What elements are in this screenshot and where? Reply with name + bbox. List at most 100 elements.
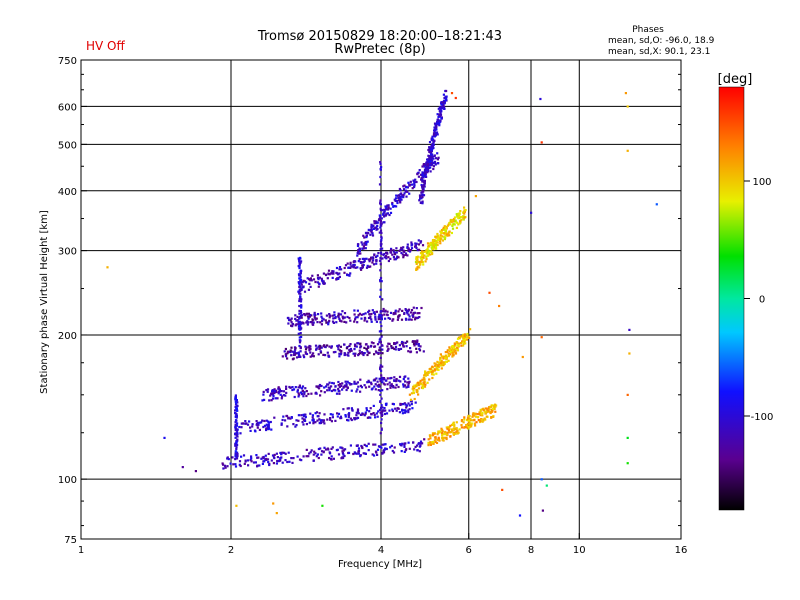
- data-point: [434, 440, 437, 443]
- data-point: [412, 389, 415, 392]
- data-point: [235, 406, 238, 409]
- data-point: [371, 225, 374, 228]
- data-point: [433, 160, 437, 163]
- data-point: [363, 236, 366, 239]
- data-point: [331, 276, 334, 279]
- data-point: [379, 389, 382, 392]
- data-point: [265, 428, 268, 432]
- data-point: [418, 248, 421, 251]
- data-point: [439, 113, 442, 116]
- data-point: [380, 243, 383, 246]
- data-point: [379, 263, 382, 266]
- data-point: [392, 385, 395, 388]
- data-point: [281, 418, 284, 422]
- data-point: [235, 441, 238, 444]
- data-point: [370, 388, 373, 391]
- data-point: [343, 454, 346, 458]
- data-point: [315, 385, 318, 388]
- data-point: [381, 376, 384, 379]
- data-point: [323, 391, 326, 394]
- data-point: [305, 312, 308, 315]
- data-point: [374, 416, 377, 419]
- data-point: [349, 263, 352, 266]
- data-point: [397, 379, 400, 382]
- data-point: [338, 272, 341, 275]
- data-point: [304, 281, 308, 284]
- data-point: [415, 259, 418, 262]
- data-point: [356, 381, 359, 384]
- data-point: [325, 385, 328, 388]
- data-point: [521, 355, 524, 359]
- data-point: [383, 221, 386, 224]
- data-point: [387, 348, 390, 351]
- data-point: [436, 118, 439, 121]
- data-point: [490, 408, 493, 412]
- data-point: [379, 356, 382, 359]
- data-point: [370, 256, 373, 259]
- data-point: [451, 429, 454, 432]
- data-point: [427, 246, 430, 249]
- data-point: [347, 451, 351, 454]
- x-tick-label: 1: [78, 545, 84, 556]
- stats-line-o: mean, sd,O: -96.0, 18.9: [608, 36, 715, 46]
- data-point: [368, 309, 371, 312]
- data-point: [239, 464, 242, 468]
- data-point: [386, 388, 389, 391]
- data-point: [373, 254, 376, 257]
- data-point: [406, 243, 409, 246]
- data-point: [379, 161, 382, 164]
- data-point: [323, 446, 326, 449]
- data-point: [234, 463, 237, 466]
- data-point: [409, 398, 413, 401]
- data-point: [539, 97, 542, 101]
- data-point: [447, 231, 451, 234]
- data-point: [394, 386, 397, 389]
- data-point: [272, 462, 275, 465]
- data-point: [272, 502, 275, 505]
- data-point: [442, 93, 445, 96]
- data-point: [417, 387, 420, 390]
- data-point: [482, 409, 485, 412]
- data-point: [447, 429, 450, 432]
- data-point: [299, 310, 302, 313]
- data-point: [457, 345, 460, 348]
- data-point: [285, 385, 288, 388]
- data-point: [378, 338, 381, 341]
- data-point: [362, 353, 365, 357]
- data-point: [436, 241, 439, 244]
- data-point: [335, 321, 338, 324]
- data-point: [300, 283, 303, 286]
- data-point: [422, 376, 425, 380]
- data-point: [420, 176, 423, 180]
- data-point: [431, 163, 434, 166]
- colorbar-tick-label: -100: [751, 412, 774, 423]
- data-point: [375, 377, 378, 380]
- data-point: [411, 243, 414, 246]
- data-point: [279, 457, 282, 460]
- data-point: [370, 312, 373, 316]
- data-point: [331, 270, 334, 273]
- data-point: [242, 454, 246, 457]
- data-point: [309, 355, 312, 358]
- data-point: [300, 335, 303, 339]
- data-point: [234, 396, 237, 399]
- data-point: [435, 368, 439, 371]
- data-point: [462, 215, 465, 218]
- data-point: [413, 384, 416, 387]
- data-point: [236, 435, 239, 438]
- data-point: [370, 383, 373, 386]
- data-point: [359, 342, 362, 345]
- data-point: [286, 425, 289, 428]
- data-point: [368, 416, 371, 419]
- data-point: [428, 155, 431, 158]
- data-point: [236, 438, 239, 441]
- data-point: [416, 316, 419, 319]
- data-point: [433, 126, 436, 129]
- data-point: [389, 446, 392, 449]
- data-point: [394, 197, 398, 200]
- data-point: [626, 105, 629, 108]
- data-point: [284, 347, 287, 351]
- data-point: [301, 393, 304, 396]
- data-point: [325, 314, 328, 317]
- data-point: [419, 440, 423, 443]
